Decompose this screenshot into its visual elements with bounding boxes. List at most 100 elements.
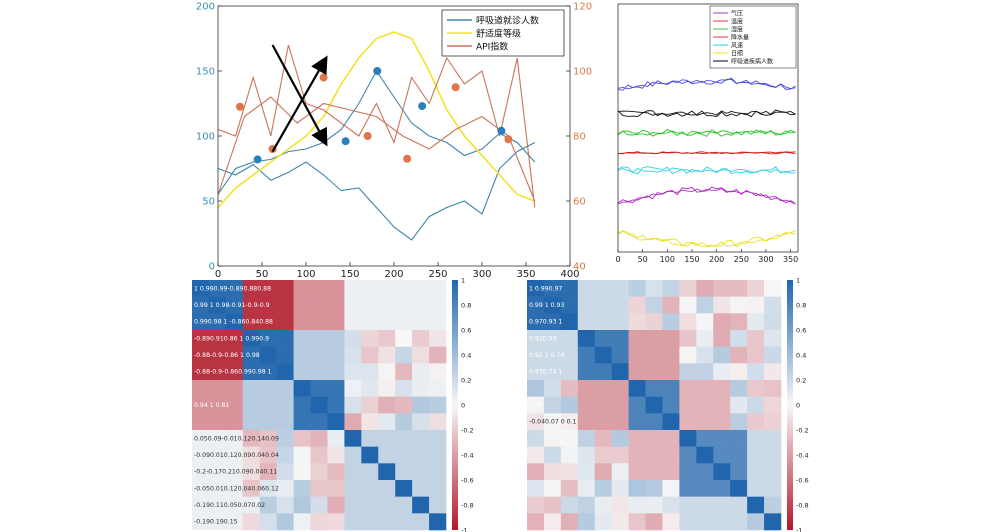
data-marker — [236, 102, 244, 111]
heatmap-cell — [713, 413, 731, 431]
heatmap-cell — [527, 330, 545, 347]
heatmap-cell — [730, 496, 748, 514]
heatmap-cell — [730, 280, 748, 297]
heatmap-cell — [560, 280, 579, 297]
heatmap-cell — [560, 496, 579, 514]
climate-line-5 — [617, 188, 796, 205]
heatmap-cell — [429, 280, 447, 297]
data-marker — [504, 135, 513, 144]
heatmap-cell — [662, 463, 680, 481]
heatmap-cell — [276, 296, 294, 314]
climate-line-6 — [617, 230, 796, 248]
series-line-4 — [217, 96, 536, 202]
heatmap-cell — [310, 280, 328, 297]
heatmap-cell — [344, 363, 362, 381]
heatmap-cell — [293, 496, 311, 514]
heatmap-cell — [293, 363, 311, 381]
heatmap-cell — [192, 513, 210, 531]
heatmap-cell — [293, 513, 311, 531]
heatmap-cell — [577, 346, 596, 364]
heatmap-cell — [429, 380, 447, 397]
heatmap-cell — [696, 413, 714, 431]
y-left-tick-label: 150 — [196, 67, 215, 78]
colorbar-tick-label: 0.8 — [796, 302, 806, 310]
heatmap-cell — [713, 513, 731, 531]
heatmap-cell — [713, 363, 731, 381]
heatmap-cell — [344, 513, 362, 531]
heatmap-cell — [662, 513, 680, 531]
heatmap-cell — [611, 313, 629, 331]
heatmap-cell — [577, 513, 596, 531]
heatmap-cell — [344, 346, 362, 364]
heatmap-cell — [764, 480, 782, 497]
heatmap-cell — [208, 480, 227, 497]
heatmap-cell — [764, 380, 782, 397]
heatmap-cell — [543, 330, 562, 347]
heatmap-cell — [310, 430, 328, 447]
heatmap-cell — [225, 413, 244, 431]
y-right-tick-label: 60 — [573, 197, 586, 208]
heatmap-cell — [577, 296, 596, 314]
data-marker — [497, 126, 506, 135]
heatmap-cell — [310, 513, 328, 531]
climate-line-6 — [617, 229, 796, 248]
heatmap-cell — [594, 363, 612, 381]
x-tick-label: 0 — [215, 269, 221, 280]
heatmap-cell — [747, 463, 765, 481]
heatmap-cell — [662, 280, 680, 297]
heatmap-cell — [577, 496, 596, 514]
heatmap-row-label: 0.990.98 1 -0.860.840.88 — [194, 319, 273, 326]
heatmap-row-label: -0.090.010.120.090.040.04 — [194, 452, 279, 459]
heatmap-cell — [730, 463, 748, 481]
heatmap-cell — [327, 313, 345, 331]
heatmap-cell — [361, 496, 379, 514]
heatmap-cell — [208, 313, 227, 331]
heatmap-cell — [662, 346, 680, 364]
heatmap-cell — [412, 463, 430, 481]
heatmap-cell — [276, 430, 294, 447]
heatmap-cell — [560, 413, 579, 431]
heatmap-cell — [679, 496, 697, 514]
heatmap-cell — [259, 313, 277, 331]
heatmap-cell — [412, 413, 430, 431]
heatmap-cell — [395, 513, 413, 531]
heatmap-cell — [764, 413, 782, 431]
heatmap-cell — [378, 296, 396, 314]
heatmap-cell — [378, 363, 396, 381]
trend-arrow — [271, 55, 328, 153]
colorbar-tick-label: -0.4 — [461, 452, 474, 460]
heatmap-cell — [412, 513, 430, 531]
heatmap-cell — [361, 446, 379, 464]
heatmap-cell — [764, 363, 782, 381]
heatmap-cell — [310, 380, 328, 397]
heatmap-cell — [310, 446, 328, 464]
heatmap-cell — [764, 513, 782, 531]
heatmap-row-label: 1 0.990.99-0.890.880.88 — [194, 285, 271, 292]
heatmap-cell — [696, 496, 714, 514]
heatmap-row-label: 1 0.990.97 — [529, 285, 563, 292]
heatmap-cell — [242, 496, 261, 514]
heatmap-cell — [543, 346, 562, 364]
heatmap-cell — [242, 296, 261, 314]
heatmap-cell — [527, 363, 545, 381]
heatmap-cell — [259, 396, 277, 414]
heatmap-cell — [679, 296, 697, 314]
x-tick-label: 200 — [709, 255, 724, 264]
heatmap-cell — [560, 513, 579, 531]
heatmap-cell — [662, 313, 680, 331]
heatmap-cell — [242, 513, 261, 531]
heatmap-row-label: -0.190.190.15 — [194, 519, 238, 526]
x-tick-label: 100 — [660, 255, 675, 264]
heatmap-cell — [378, 330, 396, 347]
heatmap-cell — [429, 346, 447, 364]
heatmap-cell — [662, 380, 680, 397]
heatmap-cell — [344, 396, 362, 414]
heatmap-cell — [577, 396, 596, 414]
heatmap-cell — [429, 413, 447, 431]
heatmap-cell — [378, 496, 396, 514]
heatmap-cell — [662, 296, 680, 314]
heatmap-row-label: 0.050.09-0.010.120.140.09 — [194, 435, 279, 442]
heatmap-cell — [645, 330, 663, 347]
heatmap-cell — [395, 280, 413, 297]
heatmap-cell — [327, 296, 345, 314]
